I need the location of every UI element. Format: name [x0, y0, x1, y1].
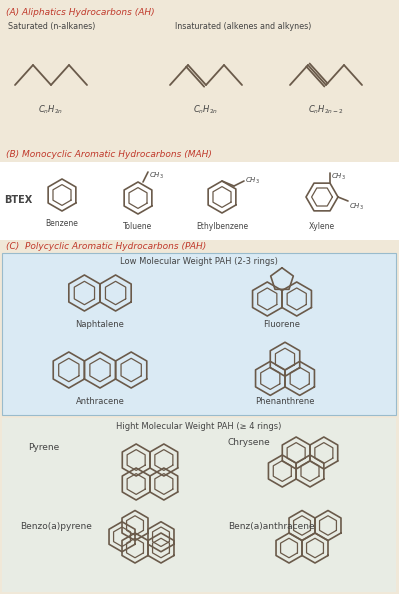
Text: Low Molecular Weight PAH (2-3 rings): Low Molecular Weight PAH (2-3 rings) [120, 257, 278, 266]
Text: Fluorene: Fluorene [263, 320, 300, 329]
FancyBboxPatch shape [0, 0, 399, 148]
Text: Benzo(a)pyrene: Benzo(a)pyrene [20, 522, 92, 531]
Text: Chrysene: Chrysene [228, 438, 271, 447]
Text: Phenanthrene: Phenanthrene [255, 397, 315, 406]
Text: BTEX: BTEX [4, 195, 32, 205]
Text: Anthracene: Anthracene [75, 397, 124, 406]
Text: $C_nH_{2n}$: $C_nH_{2n}$ [38, 104, 63, 116]
FancyBboxPatch shape [0, 162, 399, 240]
Text: $C_nH_{2n}$: $C_nH_{2n}$ [194, 104, 219, 116]
Text: Ethylbenzene: Ethylbenzene [196, 222, 248, 231]
Text: Benzene: Benzene [45, 219, 79, 228]
Text: Toluene: Toluene [123, 222, 153, 231]
Text: (B) Monocyclic Aromatic Hydrocarbons (MAH): (B) Monocyclic Aromatic Hydrocarbons (MA… [6, 150, 212, 159]
Text: $CH_3$: $CH_3$ [349, 202, 364, 212]
Text: $CH_3$: $CH_3$ [331, 172, 346, 182]
Text: (C)  Polycyclic Aromatic Hydrocarbons (PAH): (C) Polycyclic Aromatic Hydrocarbons (PA… [6, 242, 206, 251]
Text: Hight Molecular Weight PAH (≥ 4 rings): Hight Molecular Weight PAH (≥ 4 rings) [117, 422, 282, 431]
FancyBboxPatch shape [2, 253, 396, 415]
Text: $CH_3$: $CH_3$ [149, 171, 164, 181]
FancyBboxPatch shape [2, 418, 396, 592]
Text: Naphtalene: Naphtalene [75, 320, 124, 329]
Text: $CH_3$: $CH_3$ [245, 176, 260, 186]
Text: Pyrene: Pyrene [28, 443, 59, 452]
Text: Saturated (n-alkanes): Saturated (n-alkanes) [8, 22, 95, 31]
Text: Xylene: Xylene [309, 222, 335, 231]
Text: (A) Aliphatics Hydrocarbons (AH): (A) Aliphatics Hydrocarbons (AH) [6, 8, 155, 17]
Text: Benz(a)anthracene: Benz(a)anthracene [228, 522, 315, 531]
Text: Insaturated (alkenes and alkynes): Insaturated (alkenes and alkynes) [175, 22, 311, 31]
Text: $C_nH_{2n-2}$: $C_nH_{2n-2}$ [308, 104, 344, 116]
